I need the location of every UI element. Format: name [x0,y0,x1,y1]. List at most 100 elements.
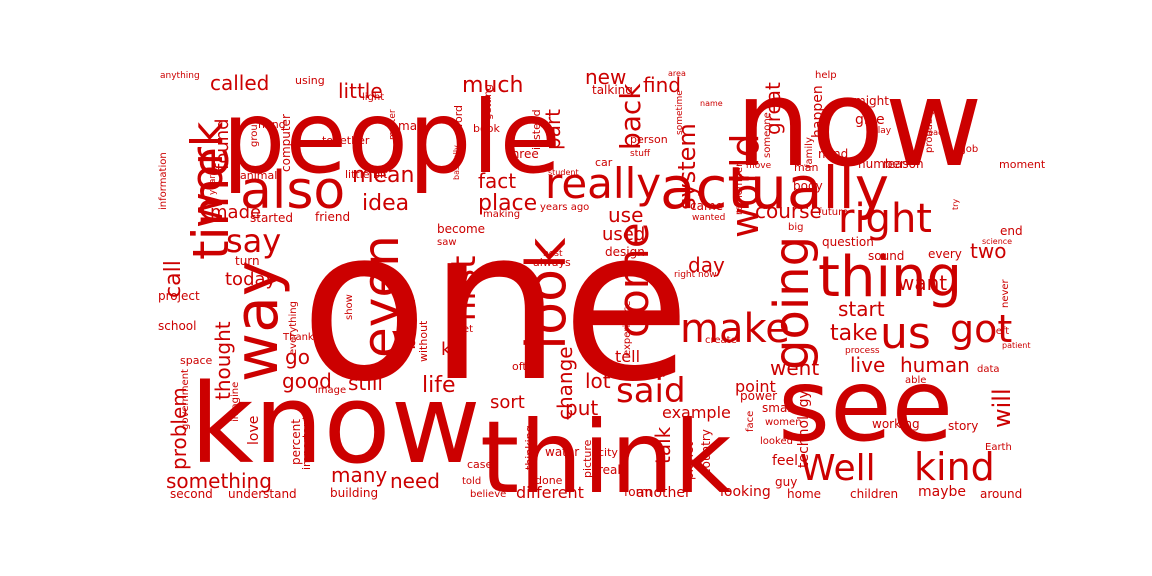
word-call: call [161,260,186,298]
word-matter: matter [388,109,398,140]
word-done: done [535,474,563,487]
word-look: look [515,237,578,350]
word-course: course [755,199,822,223]
word-take: take [830,321,878,346]
word-help: help [815,70,837,81]
word-happen: happen [810,85,826,138]
word-story: story [948,419,978,433]
word-planet: planet [682,442,696,480]
word-find: find [643,73,681,97]
word-called: called [210,71,269,95]
word-little-bit: little bit [345,168,388,181]
word-show: show [344,294,355,320]
word-wanted: wanted [692,213,725,223]
word-well: Well [800,448,876,489]
word-form: form [624,485,652,499]
word-sound: sound [868,249,904,263]
word-always: always [533,256,571,269]
word-man: man [794,161,818,174]
word-stuff: stuff [630,149,651,159]
word-turn: turn [235,254,260,268]
word-kid: kid [441,339,468,360]
word-will: will [988,388,1016,428]
word-got: got [950,307,1012,351]
word-may: may [398,119,424,133]
word-thought: thought [211,321,235,400]
word-found: found [212,118,233,170]
word-two: two [970,239,1006,263]
word-big: big [788,222,803,233]
word-family: family [804,137,815,168]
word-school: school [158,319,196,333]
word-word: word [452,105,465,132]
word-together: together [322,134,370,147]
word-better: better [636,369,667,380]
word-computer: computer [279,114,293,172]
word-started: started [250,211,293,225]
word-future: future [818,207,848,218]
word-change: change [553,346,577,420]
word-person: person [630,133,668,146]
word-around: around [980,487,1022,501]
word-new: new [585,65,626,89]
word-face: face [745,411,756,432]
word-someone: someone [762,112,773,158]
word-basically: basically [452,145,461,180]
word-hand: hand [258,118,286,131]
word-human: human [900,353,970,377]
word-love: love [246,416,262,445]
word-people: people [222,79,561,196]
word-understand: understand [228,487,297,501]
word-left: left [993,326,1009,337]
word-body: body [793,179,823,193]
word-little: little [338,79,383,103]
word-technology: technology [796,390,812,468]
word-able: able [905,375,926,386]
word-real: real [598,463,621,477]
word-example: example [662,403,731,422]
word-point: point [735,377,776,396]
word-never: never [1000,278,1011,308]
word-went: went [770,356,819,380]
word-yet: yet [457,324,473,335]
word-one: one [300,183,691,428]
word-brain: brain [396,299,420,350]
word-saw: saw [437,237,457,248]
word-percent: percent [289,419,303,465]
word-time: time [182,147,240,260]
word-water: water [545,445,579,459]
word-every: every [928,247,962,261]
word-building: building [330,486,378,500]
word-create: create [705,335,737,346]
word-three: three [507,147,539,161]
word-thinking: thinking [523,425,536,470]
word-remember: remember [734,162,745,215]
word-job: job [962,144,978,155]
word-put: put [565,396,598,420]
word-small: small [762,401,794,415]
word-using: using [295,74,325,87]
word-home: home [787,487,821,501]
word-thing: thing [818,245,962,310]
word-years-ago: years ago [540,202,589,213]
word-system: system [673,123,701,210]
word-good: good [282,369,332,393]
word-city: city [598,446,618,459]
word-now: now [735,55,983,194]
word-great: great [761,82,785,135]
word-information: information [158,152,169,210]
word-kind: kind [914,445,995,489]
word-back: back [614,83,647,150]
word-important: important [300,415,313,470]
word-use: use [608,203,643,227]
word-problem: problem [167,387,191,470]
word-something: something [166,469,272,493]
word-live: live [850,353,885,377]
word-end: end [1000,224,1023,238]
word-feel: feel [772,453,798,469]
word-talking: talking [592,83,633,97]
word-probably: probably [924,109,935,153]
word-project: project [158,289,200,303]
word-today: today [225,269,277,290]
word-sometime: sometime [675,90,685,135]
